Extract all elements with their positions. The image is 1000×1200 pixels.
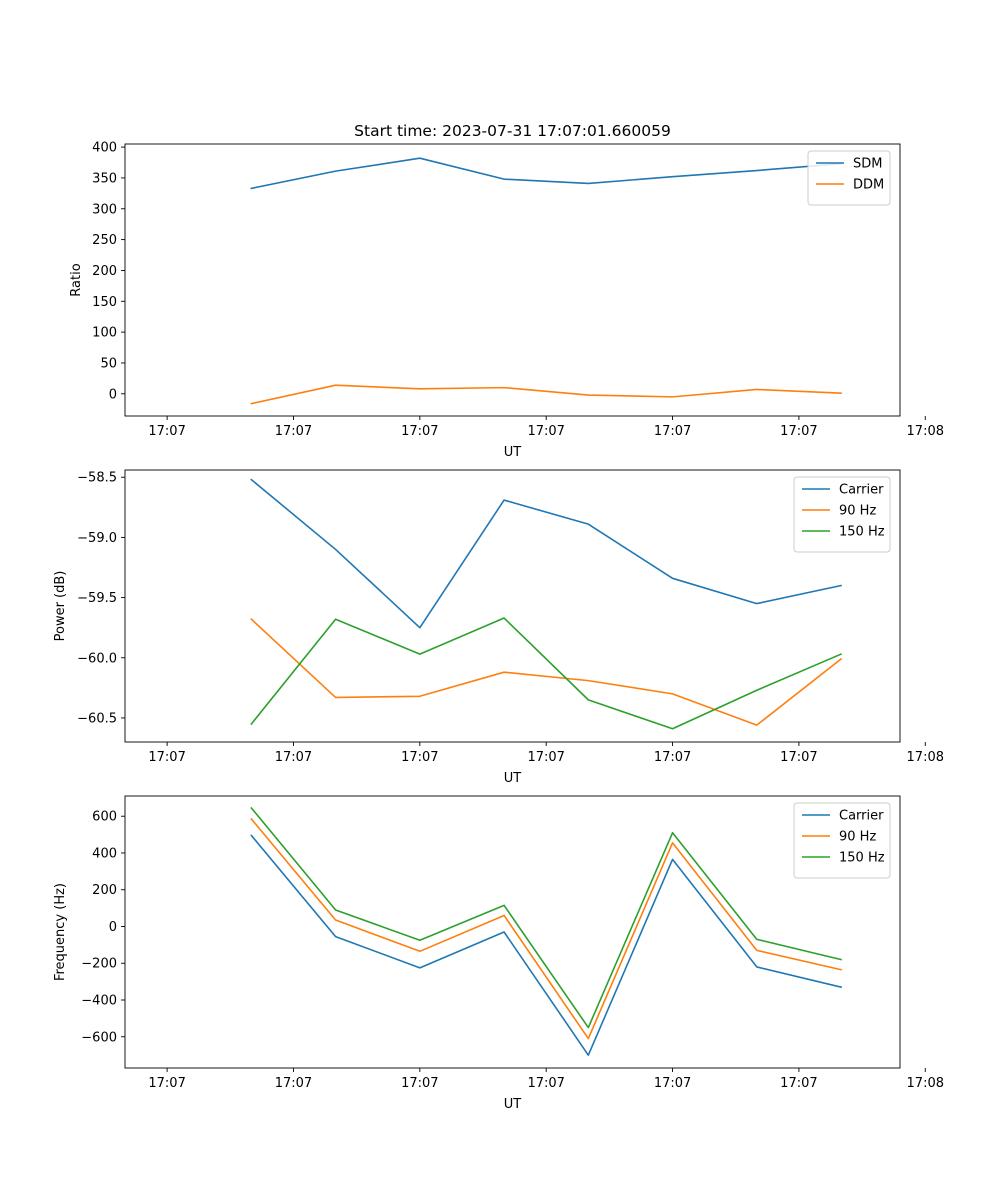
y-tick-label: 0	[109, 920, 117, 935]
legend-label: Carrier	[839, 809, 884, 824]
x-tick-label: 17:07	[780, 1076, 817, 1091]
x-tick-label: 17:07	[780, 750, 817, 765]
y-tick-label: 200	[92, 883, 117, 898]
series-line-150-hz	[250, 617, 843, 730]
y-axis-label: Ratio	[69, 263, 84, 296]
y-tick-label: −60.0	[77, 651, 117, 666]
y-tick-label: 400	[92, 846, 117, 861]
y-tick-label: −59.0	[77, 531, 117, 546]
subplot-2: 17:07 17:07 17:07 17:07 17:07 17:07 17:08 −60.5…	[53, 469, 944, 786]
figure-title: Start time: 2023-07-31 17:07:01.660059	[354, 122, 671, 140]
y-tick-label: −400	[81, 994, 117, 1009]
series-line-150-hz	[250, 806, 842, 1029]
y-tick-label: −600	[81, 1030, 117, 1045]
axes-frame	[124, 795, 901, 1069]
y-tick-label: −60.5	[77, 711, 117, 726]
y-tick-label: −59.5	[77, 591, 117, 606]
x-tick-label: 17:08	[907, 424, 944, 439]
x-axis-label: UT	[504, 445, 522, 460]
legend: Carrier 90 Hz 150 Hz	[793, 476, 891, 553]
series-line-ddm	[250, 384, 842, 405]
x-tick-label: 17:07	[275, 750, 312, 765]
y-tick-label: 350	[92, 171, 117, 186]
legend-label: DDM	[853, 178, 884, 193]
y-tick-label: 600	[92, 810, 117, 825]
plots: 17:07 17:07 17:07 17:07 17:07 17:07 17:08 0 50 10…	[53, 141, 944, 1112]
x-tick-label: 17:07	[148, 424, 185, 439]
x-tick-label: 17:07	[527, 1076, 564, 1091]
x-tick-label: 17:07	[275, 424, 312, 439]
y-tick-label: 400	[92, 141, 117, 156]
x-tick-label: 17:08	[907, 750, 944, 765]
series-line-90-hz	[250, 817, 842, 1040]
series-line-carrier	[250, 478, 842, 629]
x-tick-label: 17:07	[527, 424, 564, 439]
x-tick-label: 17:07	[401, 750, 438, 765]
y-tick-label: 200	[92, 264, 117, 279]
y-tick-label: 100	[92, 326, 117, 341]
y-tick-label: 250	[92, 233, 117, 248]
x-tick-label: 17:07	[780, 424, 817, 439]
x-tick-label: 17:07	[148, 1076, 185, 1091]
x-tick-label: 17:07	[401, 1076, 438, 1091]
legend-label: Carrier	[839, 483, 884, 498]
axes-frame	[124, 143, 901, 417]
legend-box	[807, 150, 891, 206]
legend-label: 150 Hz	[839, 525, 885, 540]
y-axis-label: Power (dB)	[53, 571, 68, 642]
series-line-sdm	[250, 157, 842, 190]
x-tick-label: 17:07	[275, 1076, 312, 1091]
legend-label: 150 Hz	[839, 851, 885, 866]
y-tick-label: 0	[109, 387, 117, 402]
x-tick-label: 17:07	[401, 424, 438, 439]
x-tick-label: 17:07	[148, 750, 185, 765]
x-tick-label: 17:07	[654, 424, 691, 439]
series-line-90-hz	[250, 618, 843, 726]
legend: SDM DDM	[807, 150, 891, 206]
legend-box	[793, 476, 891, 553]
x-axis-label: UT	[504, 771, 522, 786]
legend-label: 90 Hz	[839, 830, 876, 845]
legend: Carrier 90 Hz 150 Hz	[793, 802, 891, 879]
legend-label: SDM	[853, 157, 882, 172]
y-tick-label: −200	[81, 957, 117, 972]
legend-box	[793, 802, 891, 879]
y-axis-label: Frequency (Hz)	[53, 883, 68, 981]
x-tick-label: 17:07	[527, 750, 564, 765]
y-tick-label: 50	[100, 356, 117, 371]
subplot-1: 17:07 17:07 17:07 17:07 17:07 17:07 17:08 0 50 10…	[69, 141, 944, 460]
series-line-carrier	[250, 834, 842, 1056]
x-axis-label: UT	[504, 1097, 522, 1112]
y-tick-label: 300	[92, 202, 117, 217]
axes-frame	[124, 469, 901, 743]
x-tick-label: 17:07	[654, 750, 691, 765]
y-tick-label: 150	[92, 295, 117, 310]
y-tick-label: −58.5	[77, 471, 117, 486]
subplot-3: 17:07 17:07 17:07 17:07 17:07 17:07 17:08 −600 −…	[53, 795, 944, 1112]
legend-label: 90 Hz	[839, 504, 876, 519]
x-tick-label: 17:07	[654, 1076, 691, 1091]
x-tick-label: 17:08	[907, 1076, 944, 1091]
